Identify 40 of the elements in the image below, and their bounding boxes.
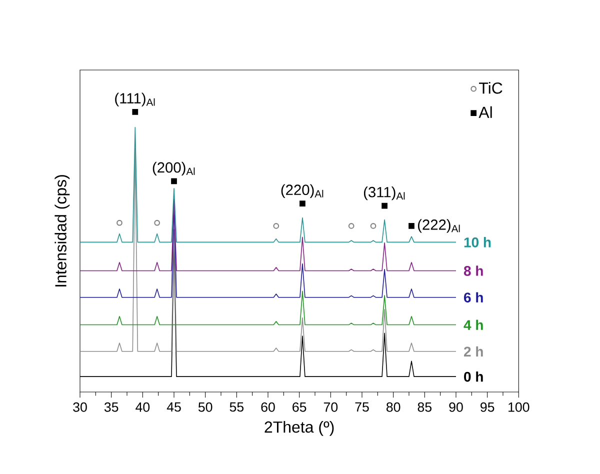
x-tick-label: 30: [73, 402, 87, 412]
x-tick-label: 70: [324, 402, 338, 412]
legend-label: TiC: [479, 82, 502, 94]
y-axis-title: Intensidad (cps): [54, 175, 70, 286]
x-tick-label: 55: [230, 402, 244, 412]
annotation: (220)$_{Al}$: [281, 184, 324, 198]
point: [382, 202, 388, 209]
point: [408, 223, 414, 229]
annotation: (111)$_{Al}$: [115, 92, 155, 106]
x-tick-label: 40: [136, 402, 150, 412]
x-tick-label: 75: [355, 402, 369, 412]
x-tick-label: 85: [418, 402, 432, 412]
x-tick-label: 95: [480, 402, 494, 412]
point: [132, 109, 138, 115]
point: [348, 223, 354, 229]
annotation: (311)$_{Al}$: [364, 186, 405, 200]
series-label: 8 h: [464, 266, 483, 276]
series-label: 6 h: [464, 292, 483, 302]
x-tick-label: 60: [261, 402, 275, 412]
x-tick-label: 90: [449, 402, 463, 412]
x-tick-label: 80: [386, 402, 400, 412]
legend-label: Al: [478, 106, 492, 118]
point: [116, 220, 122, 226]
x-tick-label: 100: [508, 402, 530, 412]
series-label: 0 h: [464, 371, 483, 382]
series-label: 10 h: [464, 237, 491, 248]
series-label: 4 h: [464, 320, 483, 330]
annotation: (222)$_{Al}$: [418, 219, 460, 233]
point: [171, 178, 177, 184]
x-tick-label: 50: [198, 402, 212, 412]
point: [300, 200, 306, 206]
x-tick-label: 45: [166, 402, 181, 412]
x-tick-label: 35: [104, 402, 118, 412]
x-axis-title: 2Theta (º): [264, 420, 334, 436]
x-tick-label: 65: [292, 402, 306, 412]
point: [370, 223, 376, 229]
point: [273, 223, 280, 229]
series-label: 2 h: [464, 346, 483, 356]
point: [154, 220, 160, 226]
annotation: (200)$_{Al}$: [152, 162, 195, 176]
